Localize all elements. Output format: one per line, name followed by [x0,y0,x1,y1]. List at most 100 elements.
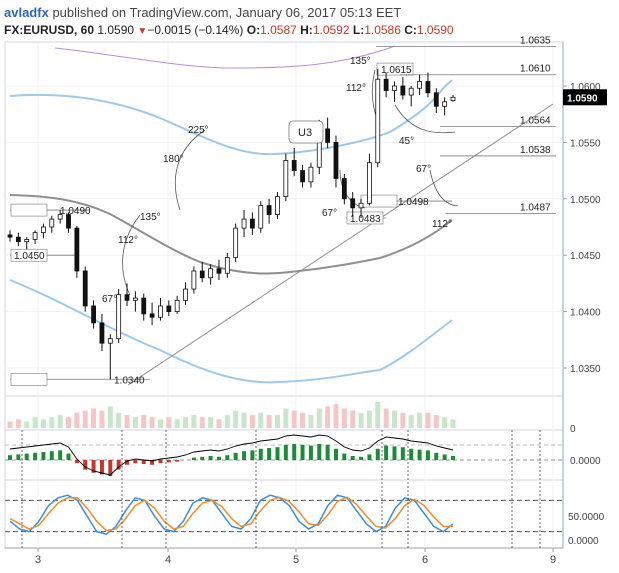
volume-bar [116,412,122,428]
candle-body [442,101,448,107]
volume-bar [199,417,205,428]
stochastic-lines: 50.0000 0.0000 [5,430,605,548]
price-level-label: 1.0483 [350,214,381,225]
candle-body [367,162,372,204]
volume-bar [341,408,347,428]
open-value: 1.0587 [260,23,297,37]
osc-bar [325,444,330,460]
open-label: O: [246,23,261,37]
osc-bar [451,456,455,460]
close-value: 1.0590 [416,23,454,37]
volume-bar [15,419,21,428]
volume-bar [49,417,55,428]
price-level-box [346,211,384,225]
osc-bar [375,448,380,460]
price-level-label: 1.0340 [114,375,145,386]
candle-body [408,87,414,96]
osc-bar [216,456,221,460]
price-level-label: 1.0487 [520,202,551,213]
osc-bar [342,453,347,460]
volume-bar [316,408,322,428]
volume-bar [249,415,255,428]
candle-body [82,270,88,307]
volume-bar [433,415,439,428]
osc-bar [158,460,163,464]
volume-bar [57,415,63,428]
volume-bar [450,419,456,428]
trend-line [127,103,554,386]
osc-bar [233,452,238,460]
price-tick-label: 1.0400 [570,308,601,319]
volume-tick-label: 0 [570,424,576,435]
candle-body [325,128,331,143]
candle-body [191,270,197,290]
volume-bar [233,410,239,428]
osc-bar [300,444,305,460]
candle-body [241,218,247,229]
price-tick-label: 1.0500 [570,195,601,206]
candle-body [41,226,46,234]
volume-bar [216,419,222,428]
price-level-label: 1.0490 [60,206,91,217]
volume-bar [99,410,105,428]
volume-bar [24,421,30,428]
volume-bar [375,402,381,428]
osc-bar [150,460,155,465]
candle-body [74,227,80,272]
upper-envelope-line [54,45,396,69]
time-axis: 3 4 5 6 9 [35,548,556,566]
osc-bar [49,451,54,460]
osc-bar [258,448,263,460]
volume-bar [7,421,13,428]
volume-bar [82,410,88,428]
arc-180 [174,129,206,211]
angle-label: 135° [140,212,161,223]
candle-body [392,85,397,91]
osc-bar [434,452,439,460]
volume-bar [132,417,138,428]
angle-label: 225° [188,125,209,136]
moving-average-line [9,194,453,275]
price-level-label: 1.0635 [520,36,551,47]
volume-bar [183,417,189,428]
price-tick-label: 1.0350 [570,364,601,375]
volume-bar [300,412,306,428]
osc-bar [275,447,280,460]
volume-bar [32,417,38,428]
candle-body [66,214,71,229]
candle-body [375,78,381,164]
candle-body [383,78,389,91]
volume-bar [107,406,113,428]
osc-bar [191,457,196,460]
oscillator-histogram: 0.0000 [5,434,601,476]
bollinger-upper-line [9,79,453,156]
volume-bar [124,415,130,428]
candle-body [333,141,339,179]
candle-body [158,305,163,318]
volume-bar [258,412,264,428]
bollinger-lower-line [9,279,453,384]
candle-body [124,294,130,301]
price-level-label: 1.0450 [14,251,45,262]
publish-header: avladfx published on TradingView.com, Ja… [4,5,401,20]
candle-body [166,305,172,312]
time-tick-label: 9 [550,554,556,566]
osc-bar [58,450,63,460]
osc-bar [367,454,372,460]
osc-bar [350,456,355,460]
volume-bar [400,412,406,428]
volume-bar [191,415,197,428]
candle-body [91,305,96,324]
volume-bar [91,408,97,428]
price-level-label: 1.0538 [520,145,551,156]
author-link[interactable]: avladfx [4,5,49,20]
stoch-series-line [9,496,453,532]
osc-bar [292,444,297,460]
osc-bar [267,448,272,460]
price-change: −0.0015 (−0.14%) [147,23,244,37]
volume-bar [283,408,289,428]
volume-bar [208,417,214,428]
candle-body [141,297,147,315]
volume-bar [40,419,46,428]
